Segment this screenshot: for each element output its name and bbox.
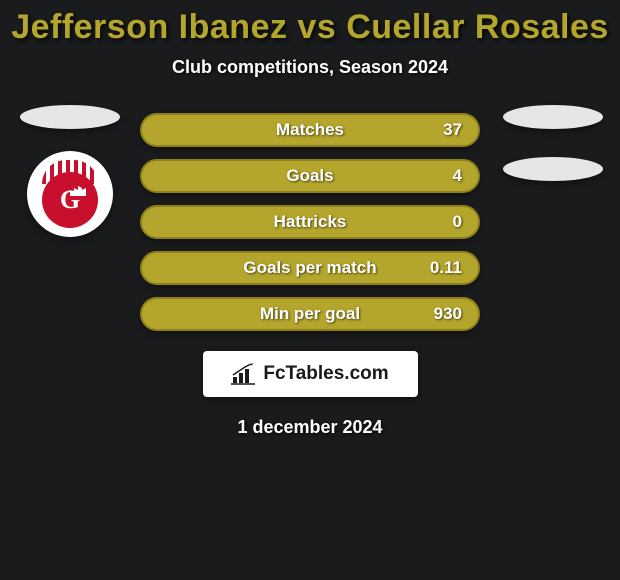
stat-label: Hattricks [274,212,347,232]
stat-bar-hattricks: Hattricks 0 [140,205,480,239]
stat-right-value: 37 [443,120,462,140]
brand-name: FcTables.com [263,363,388,385]
club-logo-letter: G [60,185,80,215]
main-panel: Jefferson Ibanez vs Cuellar Rosales Club… [0,0,620,580]
stat-label: Min per goal [260,304,360,324]
player-b-badge-placeholder-2 [503,157,603,181]
stat-right-value: 0 [453,212,462,232]
player-b-badge-placeholder-1 [503,105,603,129]
stat-right-value: 0.11 [430,258,462,278]
stat-label: Goals [286,166,333,186]
page-title: Jefferson Ibanez vs Cuellar Rosales [0,8,620,47]
player-a-badge-placeholder [20,105,120,129]
date-text: 1 december 2024 [0,417,620,438]
stat-label: Goals per match [243,258,376,278]
left-player-col: G [10,105,130,237]
stat-bar-goals-per-match: Goals per match 0.11 [140,251,480,285]
stat-bars: Matches 37 Goals 4 Hattricks 0 Goals per… [140,113,480,343]
stats-layout: G Matches 37 Goals 4 Hattricks 0 [0,113,620,343]
stat-right-value: 930 [434,304,462,324]
brand-box: FcTables.com [203,351,418,397]
subtitle: Club competitions, Season 2024 [0,57,620,78]
club-logo-inner: G [36,160,104,228]
stat-label: Matches [276,120,344,140]
stat-bar-matches: Matches 37 [140,113,480,147]
bar-chart-icon [231,363,255,385]
stat-right-value: 4 [453,166,462,186]
club-logo: G [27,151,113,237]
right-player-col [498,105,608,181]
stat-bar-goals: Goals 4 [140,159,480,193]
stat-bar-min-per-goal: Min per goal 930 [140,297,480,331]
club-logo-circle: G [42,172,98,228]
